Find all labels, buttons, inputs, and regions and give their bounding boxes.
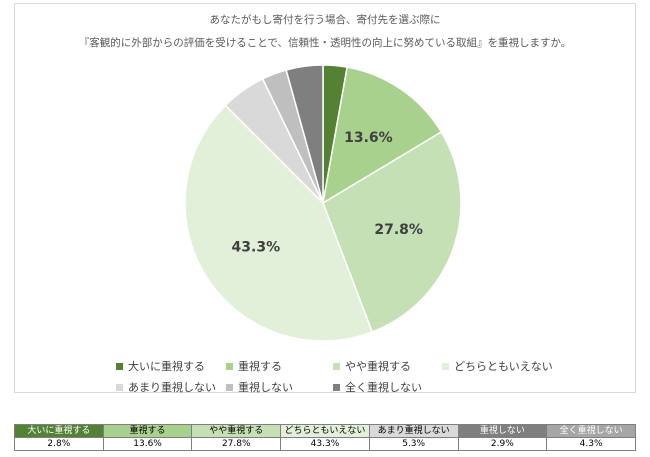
table-header-cell: 重視しない (457, 424, 548, 438)
pie-slice (322, 130, 462, 333)
pie-slice (184, 104, 374, 342)
legend-label: やや重視する (345, 360, 411, 373)
legend-swatch (226, 363, 233, 370)
table-header-cell: どちらともいえない (280, 424, 370, 438)
legend-swatch (226, 384, 233, 391)
chart-title-line1: あなたがもし寄付を行う場合、寄付先を選ぶ際に (209, 14, 441, 26)
legend-swatch (333, 384, 340, 391)
pie-slice (285, 64, 324, 204)
chart-title-line2: 『客観的に外部からの評価を受けることで、信頼性・透明性の向上に努めている取組』を… (78, 37, 572, 49)
table-value-cell: 43.3% (280, 437, 370, 451)
table-value-cell: 27.8% (191, 437, 282, 451)
table-header-cell: あまり重視しない (368, 424, 459, 438)
table-header-cell: やや重視する (191, 424, 282, 438)
legend-label: 全く重視しない (345, 381, 422, 394)
legend-item: 大いに重視する (116, 358, 205, 374)
legend-item: 重視しない (226, 379, 293, 395)
slice-data-label: 13.6% (344, 130, 393, 146)
table-value-cell: 2.8% (14, 437, 104, 451)
legend-label: 大いに重視する (128, 360, 205, 373)
table-value-cell: 2.9% (457, 437, 548, 451)
table-header-cell: 全く重視しない (546, 424, 636, 438)
pie-slice (321, 66, 443, 205)
table-value-row: 2.8% 13.6% 27.8% 43.3% 5.3% 2.9% 4.3% (14, 437, 636, 451)
table-header-cell: 大いに重視する (14, 424, 104, 438)
legend-swatch (116, 384, 123, 391)
legend-item: やや重視する (333, 358, 411, 374)
legend-item: どちらともいえない (442, 358, 553, 374)
legend-swatch (116, 363, 123, 370)
table-value-cell: 13.6% (102, 437, 193, 451)
legend-swatch (442, 363, 449, 370)
legend-label: 重視しない (238, 381, 293, 394)
legend-label: 重視する (238, 360, 282, 373)
slice-data-label: 43.3% (232, 240, 281, 256)
legend-item: 全く重視しない (333, 379, 422, 395)
table-header-cell: 重視する (102, 424, 193, 438)
pie-chart: 13.6% 27.8% 43.3% (184, 64, 462, 342)
legend-item: 重視する (226, 358, 282, 374)
table-header-row: 大いに重視する 重視する やや重視する どちらともいえない あまり重視しない 重視しない全… (14, 424, 636, 438)
legend-item: あまり重視しない (116, 379, 216, 395)
table-value-cell: 4.3% (546, 437, 636, 451)
legend-label: あまり重視しない (128, 381, 216, 394)
slice-data-label: 27.8% (374, 222, 423, 238)
legend-label: どちらともいえない (454, 360, 553, 373)
legend-swatch (333, 363, 340, 370)
data-table: 大いに重視する 重視する やや重視する どちらともいえない あまり重視しない 重視しない全… (14, 424, 636, 451)
table-value-cell: 5.3% (368, 437, 459, 451)
